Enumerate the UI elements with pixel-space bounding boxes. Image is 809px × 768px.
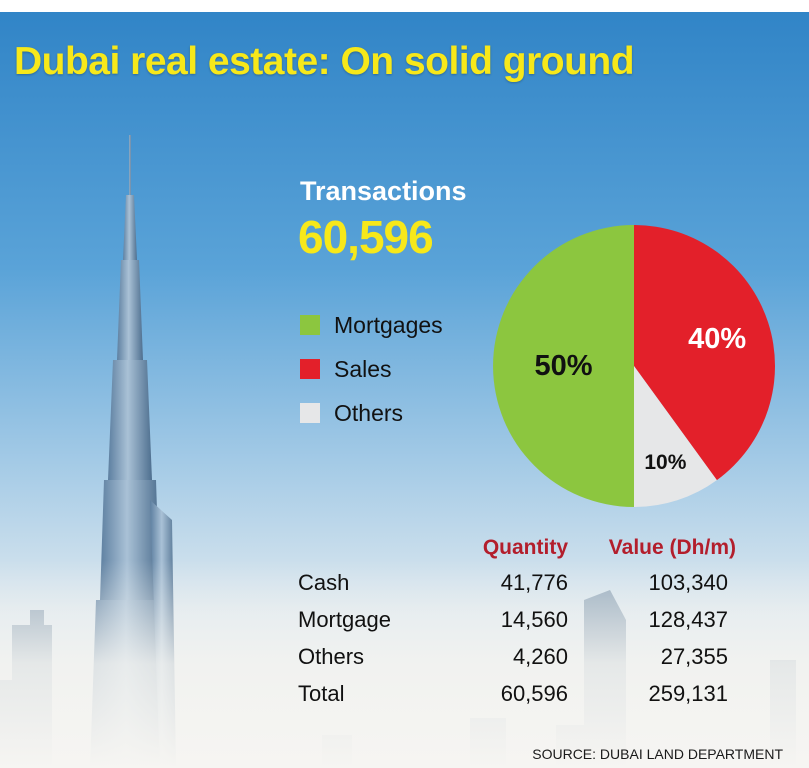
table-row: Total 60,596 259,131 [298, 675, 778, 712]
row-label: Total [298, 680, 345, 706]
row-label: Mortgage [298, 606, 391, 632]
transactions-value: 60,596 [298, 211, 434, 263]
source-note: SOURCE: DUBAI LAND DEPARTMENT [532, 746, 783, 762]
legend-label-others: Others [334, 399, 404, 426]
table-row: Mortgage 14,560 128,437 [298, 601, 778, 638]
row-label: Cash [298, 569, 350, 595]
legend-item-others: Others [300, 391, 490, 435]
transactions-label: Transactions [300, 176, 467, 206]
header-value: Value (Dh/m) [608, 536, 736, 559]
row-value: 128,437 [648, 606, 728, 632]
legend-item-mortgages: Mortgages [300, 303, 490, 347]
legend-swatch-others [300, 403, 320, 423]
legend-swatch-sales [300, 359, 320, 379]
pie-label-sales: 40% [688, 323, 746, 355]
transactions-table: Quantity Value (Dh/m) Cash 41,776 103,34… [298, 532, 778, 712]
pie-slice-sales [634, 225, 775, 481]
page-title: Dubai real estate: On solid ground [14, 40, 635, 83]
legend-label-sales: Sales [334, 355, 392, 382]
pie-slice-others [634, 366, 717, 507]
pie-label-others: 10% [644, 451, 686, 474]
pie-slice-mortgages [493, 225, 634, 507]
pie-chart: 50% 40% 10% [493, 225, 775, 507]
table-row: Others 4,260 27,355 [298, 638, 778, 675]
row-label: Others [298, 643, 365, 669]
pie-label-mortgages: 50% [534, 350, 592, 382]
row-quantity: 60,596 [500, 680, 568, 706]
legend-label-mortgages: Mortgages [334, 311, 443, 338]
table-header: Quantity Value (Dh/m) [298, 532, 778, 564]
header-quantity: Quantity [482, 536, 568, 559]
row-value: 103,340 [648, 569, 728, 595]
legend-item-sales: Sales [300, 347, 490, 391]
legend-swatch-mortgages [300, 315, 320, 335]
row-quantity: 41,776 [500, 569, 568, 595]
chart-legend: Mortgages Sales Others [300, 303, 490, 435]
row-quantity: 4,260 [512, 643, 568, 669]
row-value: 27,355 [660, 643, 728, 669]
row-quantity: 14,560 [500, 606, 568, 632]
table-row: Cash 41,776 103,340 [298, 564, 778, 601]
row-value: 259,131 [648, 680, 728, 706]
